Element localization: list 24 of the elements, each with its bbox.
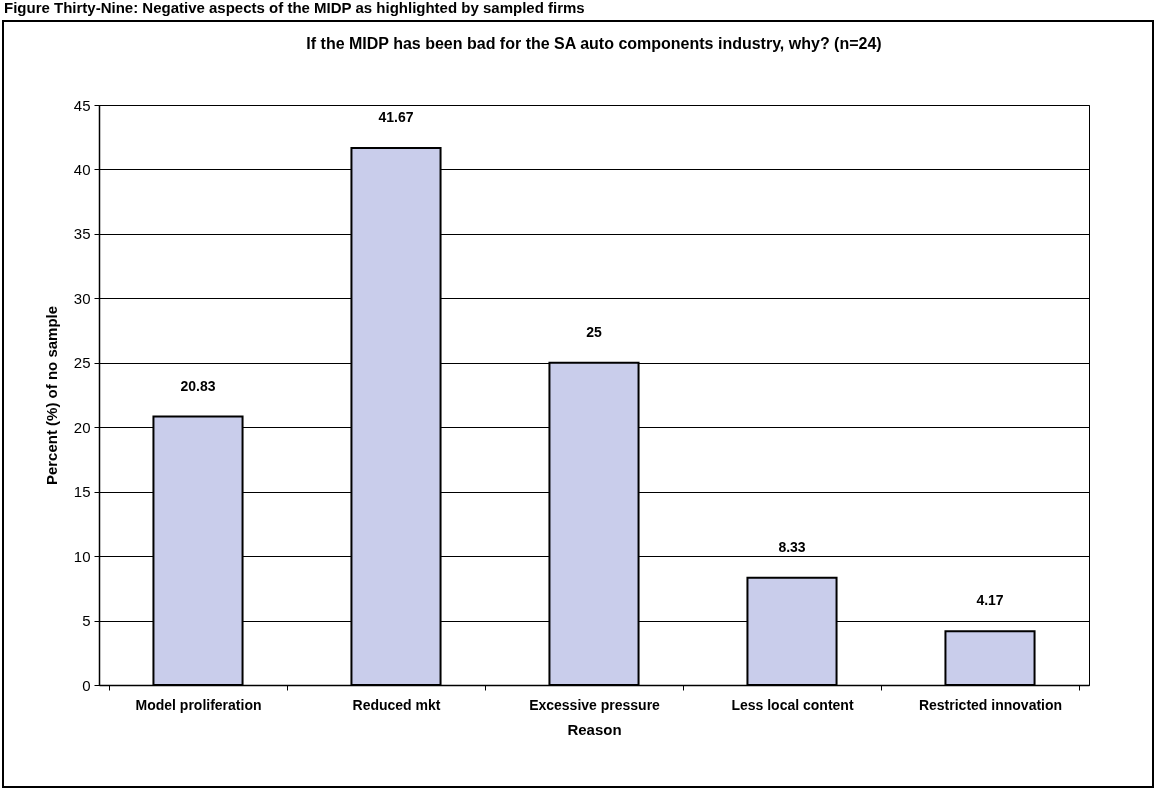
text: Figure Thirty-Nine: Negative aspects of the MIDP as highlighted by sampled firms [3, 0, 586, 16]
y-tick-label: 35 [73, 225, 91, 243]
y-tick-label: 20 [73, 418, 91, 436]
y-tick-label: 45 [73, 96, 91, 114]
y-tick-label: 30 [73, 289, 91, 307]
y-tick-label: 0 [82, 676, 91, 694]
x-tick-label: Model proliferation [135, 696, 262, 713]
data-label: 4.17 [976, 592, 1004, 609]
x-tick-label: Less local content [731, 696, 854, 713]
x-tick-label: Reduced mkt [352, 696, 441, 713]
y-axis-title: Percent (%) of no sample [42, 305, 60, 486]
data-label: 41.67 [378, 108, 414, 125]
y-tick-label: 5 [82, 612, 91, 630]
y-tick-label: 10 [73, 547, 91, 565]
x-tick-label: Restricted innovation [918, 696, 1063, 713]
y-tick-label: 15 [73, 483, 91, 501]
data-label: 25 [586, 323, 602, 340]
x-axis-title: Reason [567, 720, 622, 738]
y-tick-label: 40 [73, 160, 91, 178]
data-label: 20.83 [180, 377, 216, 394]
data-label: 8.33 [778, 538, 806, 555]
chart-title: If the MIDP has been bad for the SA auto components industry, why? (n=24) [306, 35, 882, 52]
y-tick-label: 25 [73, 354, 91, 372]
x-tick-label: Excessive pressure [529, 696, 661, 713]
